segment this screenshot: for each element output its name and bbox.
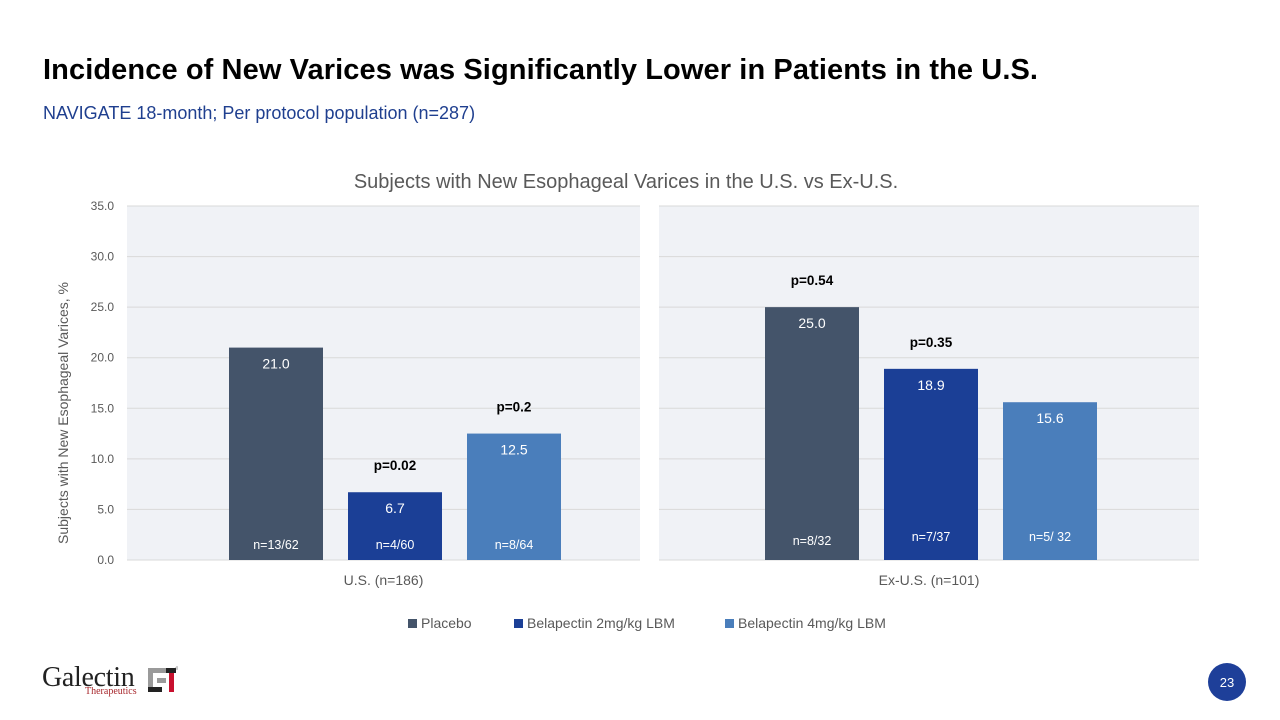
y-tick-label: 5.0 [97, 502, 114, 516]
y-tick-label: 25.0 [91, 300, 115, 314]
chart-title: Subjects with New Esophageal Varices in … [354, 171, 898, 193]
bar-n-label: n=5/ 32 [1029, 530, 1071, 544]
bar-value-label: 18.9 [917, 377, 944, 393]
p-value-label: p=0.35 [910, 335, 953, 350]
bar-n-label: n=4/60 [376, 538, 415, 552]
galectin-gt-logo-icon [148, 666, 178, 692]
bar-us-2 [348, 492, 442, 560]
legend-swatch-1 [408, 619, 417, 628]
legend-label-2: Belapectin 2mg/kg LBM [527, 615, 675, 631]
legend-label-3: Belapectin 4mg/kg LBM [738, 615, 886, 631]
p-value-label: p=0.2 [497, 400, 532, 415]
bar-value-label: 21.0 [262, 356, 289, 372]
y-axis-label: Subjects with New Esophageal Varices, % [55, 282, 71, 544]
slide-title: Incidence of New Varices was Significant… [43, 54, 1039, 86]
legend-label-1: Placebo [421, 615, 472, 631]
bar-value-label: 25.0 [798, 315, 825, 331]
bar-exus-2 [884, 368, 978, 560]
y-tick-label: 10.0 [91, 452, 115, 466]
bar-n-label: n=8/64 [495, 538, 534, 552]
p-value-label: p=0.54 [791, 273, 834, 288]
bar-exus-3 [1003, 402, 1097, 560]
bar-value-label: 6.7 [385, 500, 405, 516]
page-number-badge: 23 [1208, 663, 1246, 701]
bar-value-label: 15.6 [1036, 410, 1063, 426]
legend-swatch-3 [725, 619, 734, 628]
bar-exus-1 [765, 307, 859, 560]
x-category-label: Ex-U.S. (n=101) [879, 572, 980, 588]
bar-n-label: n=8/32 [793, 534, 832, 548]
y-tick-label: 20.0 [91, 351, 115, 365]
logo-wordmark: Galectin [42, 662, 135, 693]
bar-us-3 [467, 433, 561, 560]
p-value-label: p=0.02 [374, 458, 416, 473]
company-logo: Galectin Therapeutics [42, 662, 192, 702]
logo-tagline: Therapeutics [85, 686, 137, 697]
legend-swatch-2 [514, 619, 523, 628]
x-category-label: U.S. (n=186) [344, 572, 424, 588]
y-tick-label: 15.0 [91, 401, 115, 415]
slide-subtitle: NAVIGATE 18-month; Per protocol populati… [43, 103, 476, 123]
y-tick-label: 0.0 [97, 553, 114, 567]
bar-us-1 [229, 347, 323, 560]
bar-value-label: 12.5 [500, 442, 527, 458]
bar-n-label: n=7/37 [912, 530, 951, 544]
y-tick-label: 30.0 [91, 250, 115, 264]
y-tick-label: 35.0 [91, 199, 115, 213]
bar-n-label: n=13/62 [253, 538, 299, 552]
